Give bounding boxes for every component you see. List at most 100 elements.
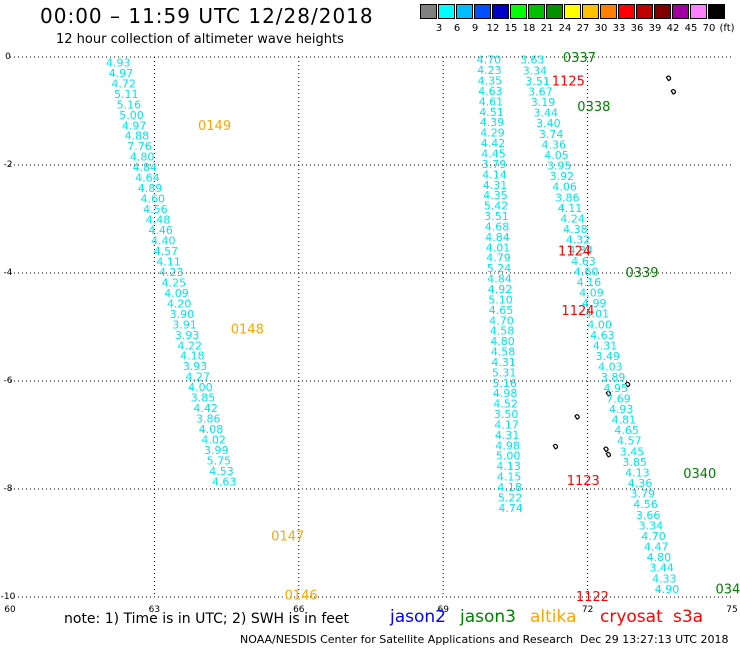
swh-value-label: 4.36 — [542, 138, 567, 151]
scale-label: 70 — [702, 23, 716, 34]
scale-label: 6 — [453, 23, 461, 34]
swh-value-label: 4.81 — [612, 414, 637, 427]
swh-value-label: 5.42 — [484, 200, 509, 213]
swh-value-label: 4.40 — [151, 234, 176, 247]
scale-swatch — [618, 4, 635, 19]
swh-value-label: 4.33 — [652, 572, 677, 585]
pass-number-label: 1122 — [576, 590, 609, 605]
scale-label: 45 — [684, 23, 698, 34]
swh-value-label: 4.27 — [185, 371, 210, 384]
y-tick-label: -2 — [4, 160, 13, 170]
swh-value-label: 4.56 — [143, 203, 168, 216]
scale-label: 27 — [576, 23, 590, 34]
scale-swatch — [600, 4, 617, 19]
swh-value-label: 3.50 — [494, 408, 519, 421]
swh-value-label: 4.74 — [498, 502, 523, 515]
swh-value-label: 4.70 — [641, 530, 666, 543]
swh-value-label: 5.16 — [117, 98, 142, 111]
swh-value-label: 4.31 — [483, 179, 508, 192]
pass-number-label: 1125 — [552, 74, 585, 89]
swh-value-label: 4.58 — [490, 325, 515, 338]
scale-swatch — [456, 4, 473, 19]
swh-value-label: 5.75 — [207, 454, 232, 467]
swh-value-label: 3.90 — [170, 308, 195, 321]
scale-swatch — [420, 4, 437, 19]
swh-value-label: 4.18 — [180, 350, 205, 363]
swh-value-label: 3.74 — [539, 128, 564, 141]
swh-value-label: 3.79 — [482, 158, 507, 171]
pass-number-label: 0340 — [683, 467, 716, 482]
swh-value-label: 4.80 — [130, 151, 155, 164]
swh-value-label: 4.17 — [494, 418, 519, 431]
swh-value-label: 4.63 — [478, 85, 503, 98]
pass-number-label: 1124 — [558, 244, 591, 259]
page-title: 00:00 – 11:59 UTC 12/28/2018 — [40, 4, 374, 28]
scale-swatch — [636, 4, 653, 19]
swh-value-label: 4.72 — [111, 77, 136, 90]
scale-swatch — [492, 4, 509, 19]
swh-value-label: 4.52 — [493, 398, 518, 411]
page-subtitle: 12 hour collection of altimeter wave hei… — [56, 32, 344, 47]
swh-value-label: 4.97 — [109, 67, 134, 80]
swh-value-label: 4.15 — [497, 471, 522, 484]
swh-value-label: 4.23 — [477, 64, 502, 77]
swh-value-label: 4.20 — [167, 297, 192, 310]
swh-value-label: 5.00 — [119, 109, 144, 122]
timestamp-text: Dec 29 13:27:13 UTC 2018 — [580, 633, 729, 646]
swh-value-label: 4.31 — [491, 356, 516, 369]
y-tick-label: -6 — [4, 376, 13, 386]
swh-value-label: 3.44 — [533, 107, 558, 120]
legend-cryosat: cryosat — [600, 607, 663, 627]
swh-value-label: 3.63 — [520, 54, 545, 67]
scale-label: 33 — [612, 23, 626, 34]
y-tick-label: -4 — [4, 268, 13, 278]
legend-altika: altika — [530, 607, 577, 627]
scale-label: 9 — [471, 23, 479, 34]
legend-s3a: s3a — [673, 607, 704, 627]
swh-value-label: 4.00 — [188, 381, 213, 394]
swh-value-label: 4.35 — [483, 189, 508, 202]
x-tick-label: 75 — [726, 605, 737, 615]
swh-value-label: 4.99 — [582, 297, 607, 310]
credit-text: NOAA/NESDIS Center for Satellite Applica… — [240, 633, 574, 646]
swh-value-label: 3.40 — [536, 117, 561, 130]
swh-value-label: 4.13 — [625, 466, 650, 479]
swh-value-label: 4.98 — [493, 387, 518, 400]
legend-jason2: jason2 — [390, 607, 446, 627]
swh-value-label: 4.01 — [585, 308, 610, 321]
scale-unit: (ft) — [719, 23, 735, 34]
swh-value-label: 3.91 — [172, 318, 197, 331]
swh-value-label: 4.84 — [487, 273, 512, 286]
swh-value-label: 5.16 — [492, 377, 517, 390]
swh-value-label: 5.31 — [492, 366, 517, 379]
pass-number-label: 0149 — [198, 119, 231, 134]
swh-value-label: 4.92 — [488, 283, 513, 296]
swh-value-label: 3.86 — [555, 191, 580, 204]
swh-value-label: 4.70 — [489, 314, 514, 327]
swh-value-label: 4.48 — [146, 214, 171, 227]
swh-value-label: 5.10 — [488, 293, 513, 306]
swh-value-label: 4.22 — [178, 339, 203, 352]
y-tick-label: -10 — [1, 592, 16, 602]
pass-number-label: 0337 — [563, 51, 596, 66]
swh-value-label: 4.88 — [125, 130, 150, 143]
swh-value-label: 4.53 — [209, 465, 234, 478]
scale-swatch — [690, 4, 707, 19]
scale-label: 15 — [504, 23, 518, 34]
swh-value-label: 4.93 — [609, 403, 634, 416]
scale-label: 39 — [648, 23, 662, 34]
scale-label: 21 — [540, 23, 554, 34]
swh-value-label: 4.84 — [485, 231, 510, 244]
swh-value-label: 4.31 — [495, 429, 520, 442]
island-shape — [603, 446, 609, 453]
scale-swatch — [672, 4, 689, 19]
swh-value-label: 4.42 — [481, 137, 506, 150]
x-tick-label: 72 — [582, 605, 593, 615]
swh-value-label: 3.45 — [620, 445, 645, 458]
island-shape — [552, 443, 559, 450]
swh-value-label: 4.23 — [159, 266, 184, 279]
swh-value-label: 4.02 — [201, 434, 226, 447]
swh-value-label: 5.11 — [114, 88, 139, 101]
